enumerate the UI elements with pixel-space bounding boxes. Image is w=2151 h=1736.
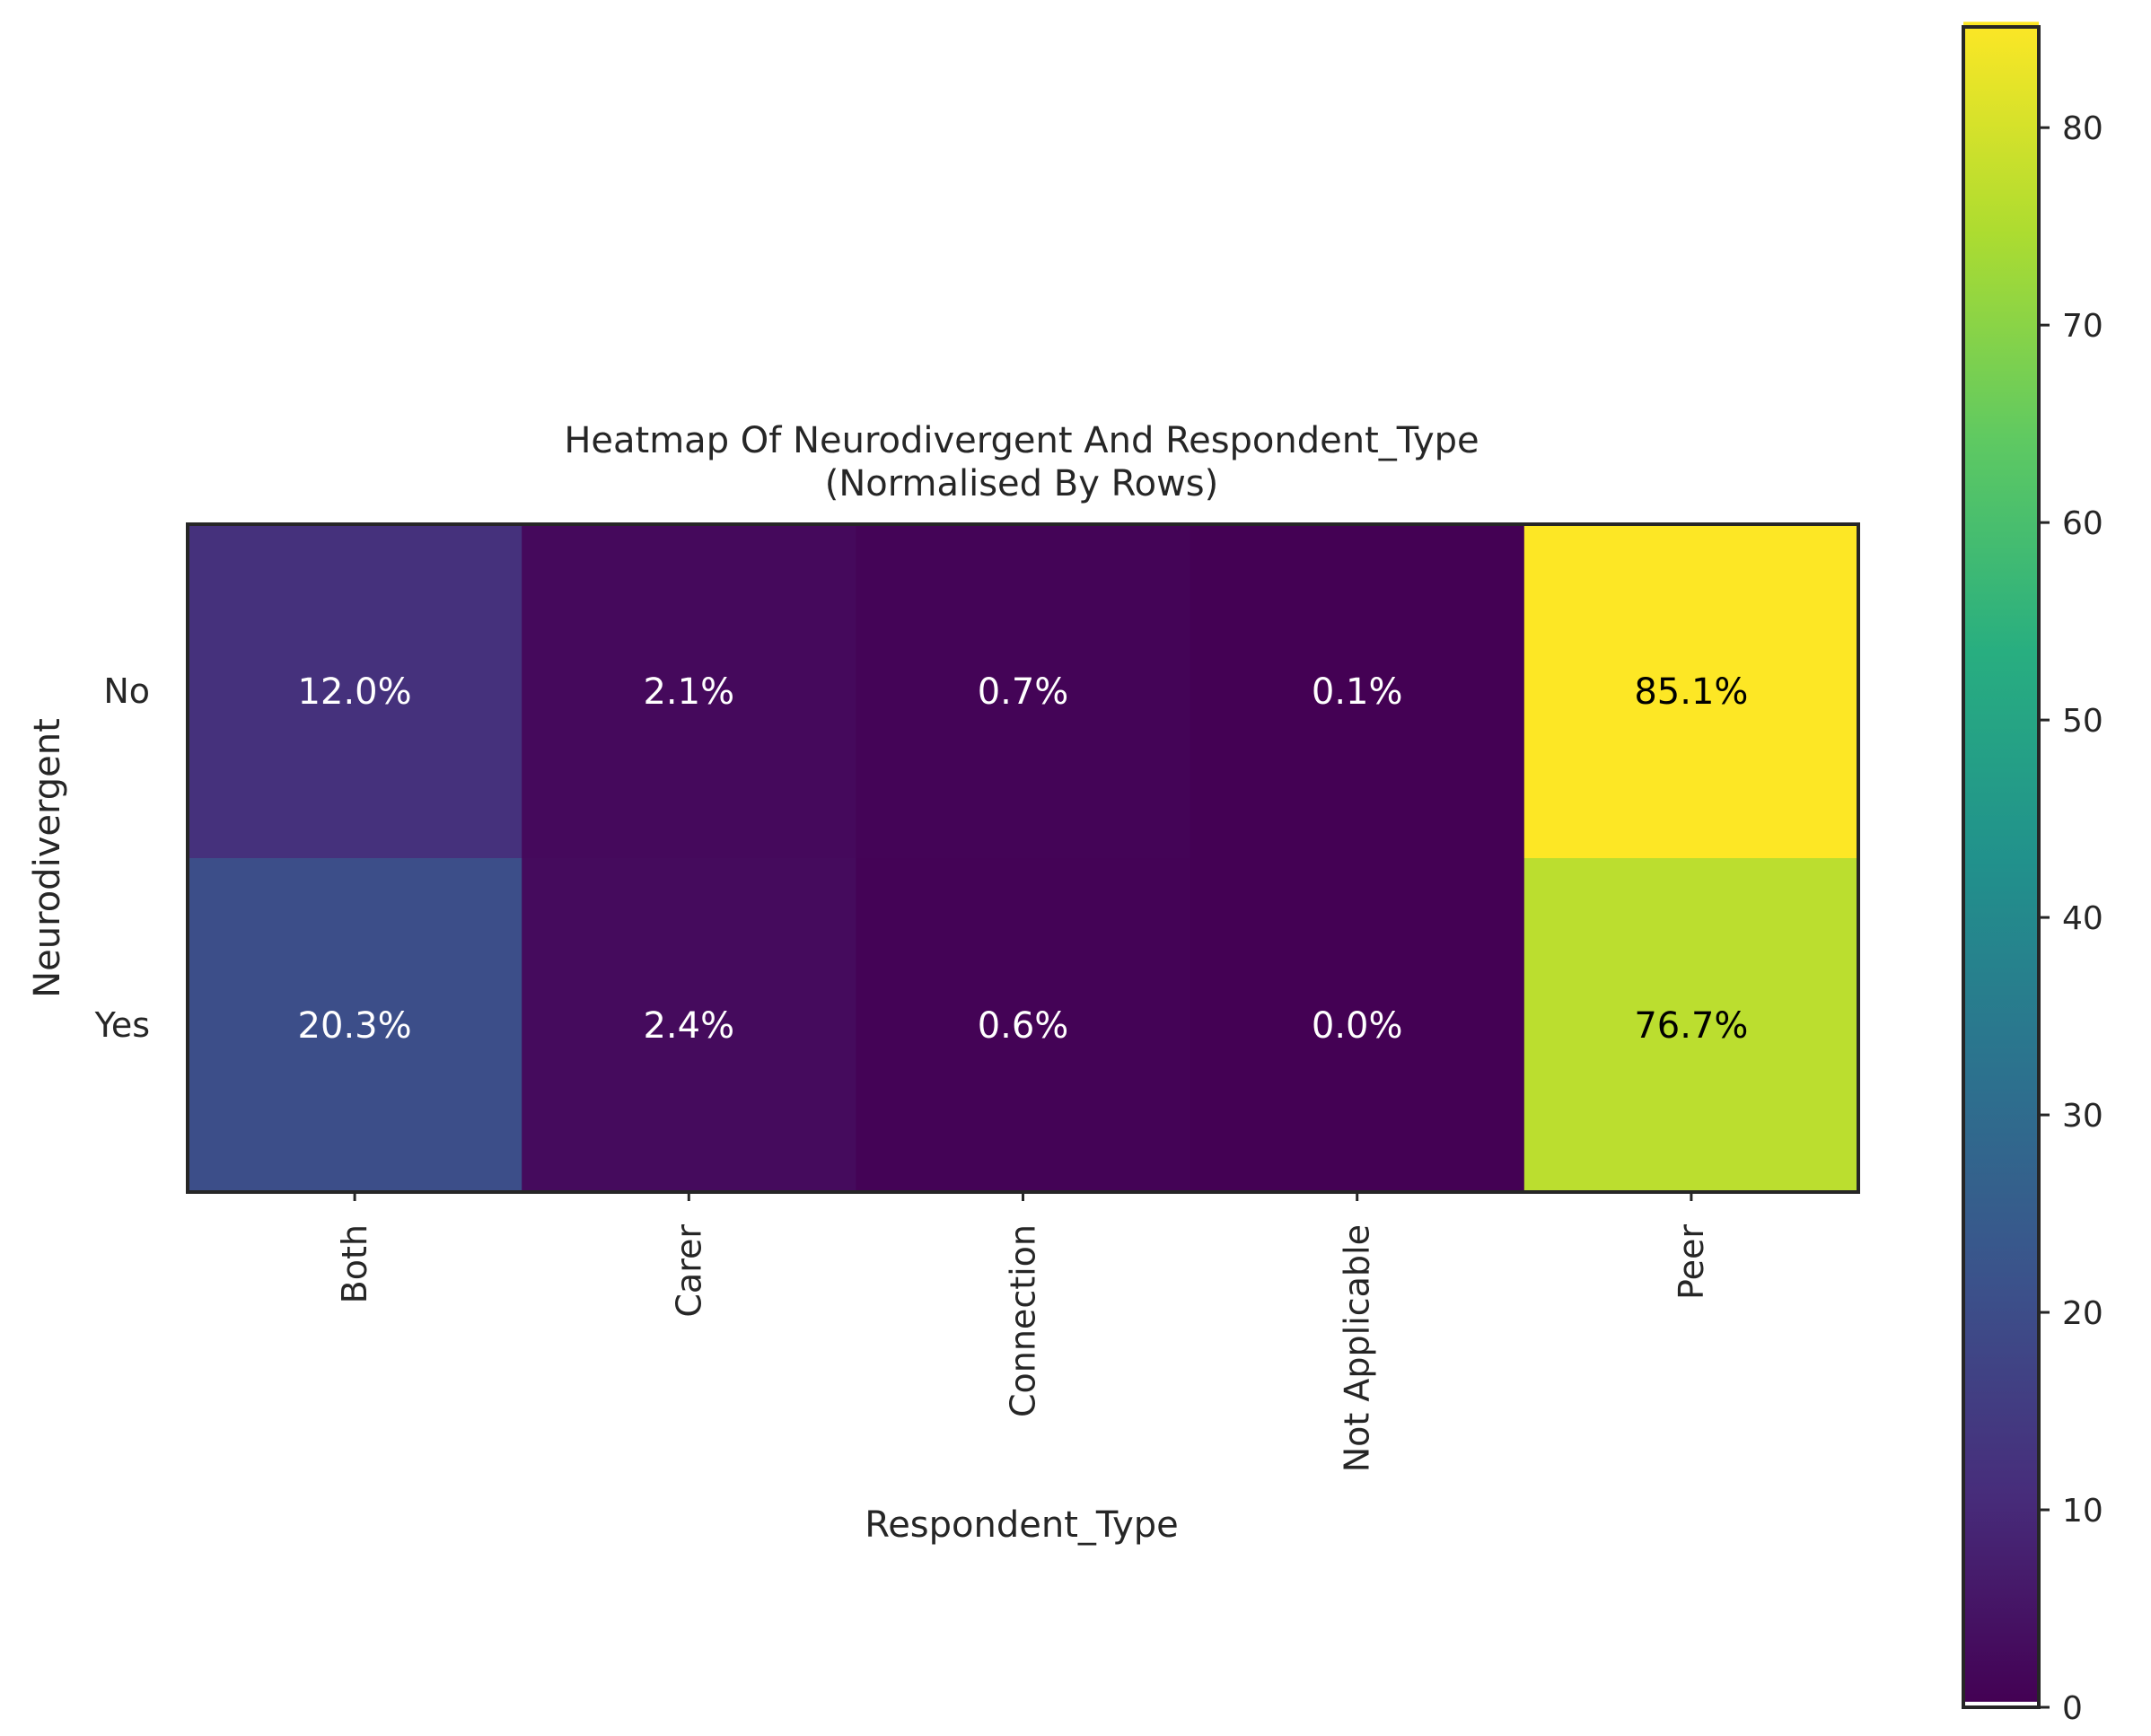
colorbar-tick-label: 10 [2062, 1493, 2103, 1530]
heatmap-cell [856, 858, 1191, 1193]
heatmap-cell [856, 524, 1191, 859]
colorbar-tick-label: 50 [2062, 703, 2103, 740]
heatmap-cell-label: 0.0% [1312, 1005, 1403, 1047]
x-tick-label: Connection [1004, 1224, 1043, 1417]
heatmap-cell-label: 20.3% [298, 1005, 412, 1047]
x-tick-label: Carer [669, 1224, 708, 1318]
heatmap-cell [1523, 858, 1859, 1193]
colorbar-tick-label: 60 [2062, 505, 2103, 542]
colorbar-tick-label: 40 [2062, 900, 2103, 937]
heatmap-cells [188, 524, 1859, 1193]
chart-title-line-1: Heatmap Of Neurodivergent And Respondent… [564, 420, 1479, 461]
heatmap-cell [1190, 524, 1525, 859]
heatmap-cell [188, 858, 522, 1193]
heatmap-cell [522, 524, 856, 859]
heatmap-cell-label: 0.7% [978, 671, 1069, 713]
heatmap-cell [522, 858, 856, 1193]
heatmap-cell-label: 85.1% [1634, 671, 1748, 713]
heatmap-cell [188, 524, 522, 859]
heatmap-cell [1523, 524, 1859, 859]
colorbar-tick-label: 0 [2062, 1690, 2083, 1727]
heatmap-cell-label: 2.4% [643, 1005, 734, 1047]
chart-title-line-2: (Normalised By Rows) [825, 463, 1218, 504]
x-tick-label: Peer [1672, 1224, 1711, 1300]
colorbar-tick-label: 20 [2062, 1295, 2103, 1332]
y-axis-label: Neurodivergent [27, 718, 68, 997]
heatmap-cell-label: 0.1% [1312, 671, 1403, 713]
x-tick-label: Both [335, 1224, 374, 1303]
heatmap-cell [1190, 858, 1525, 1193]
chart-title: Heatmap Of Neurodivergent And Respondent… [564, 420, 1479, 504]
y-axis-ticks: No Yes [94, 671, 150, 1045]
heatmap-cell-label: 0.6% [978, 1005, 1069, 1047]
heatmap-cell-labels: 12.0% 2.1% 0.7% 0.1% 85.1% 20.3% 2.4% 0.6% 0.0% 7… [298, 671, 1749, 1047]
colorbar: 0 10 20 30 40 50 60 70 80 [1962, 22, 2103, 1727]
colorbar-ticks: 0 10 20 30 40 50 60 70 80 [2039, 110, 2103, 1727]
y-tick-label: No [103, 671, 150, 711]
x-axis-label: Respondent_Type [865, 1504, 1179, 1546]
colorbar-tick-label: 70 [2062, 308, 2103, 345]
colorbar-tick-label: 30 [2062, 1098, 2103, 1135]
colorbar-tick-label: 80 [2062, 110, 2103, 147]
heatmap-cell-label: 2.1% [643, 671, 734, 713]
x-axis-ticks: Both Carer Connection Not Applicable Peer [335, 1192, 1711, 1472]
x-tick-label: Not Applicable [1338, 1224, 1377, 1472]
colorbar-gradient [1963, 22, 2039, 1702]
heatmap-cell-label: 12.0% [298, 671, 412, 713]
heatmap-cell-label: 76.7% [1634, 1005, 1748, 1047]
y-tick-label: Yes [94, 1005, 150, 1045]
colorbar-frame [1962, 25, 2041, 1709]
